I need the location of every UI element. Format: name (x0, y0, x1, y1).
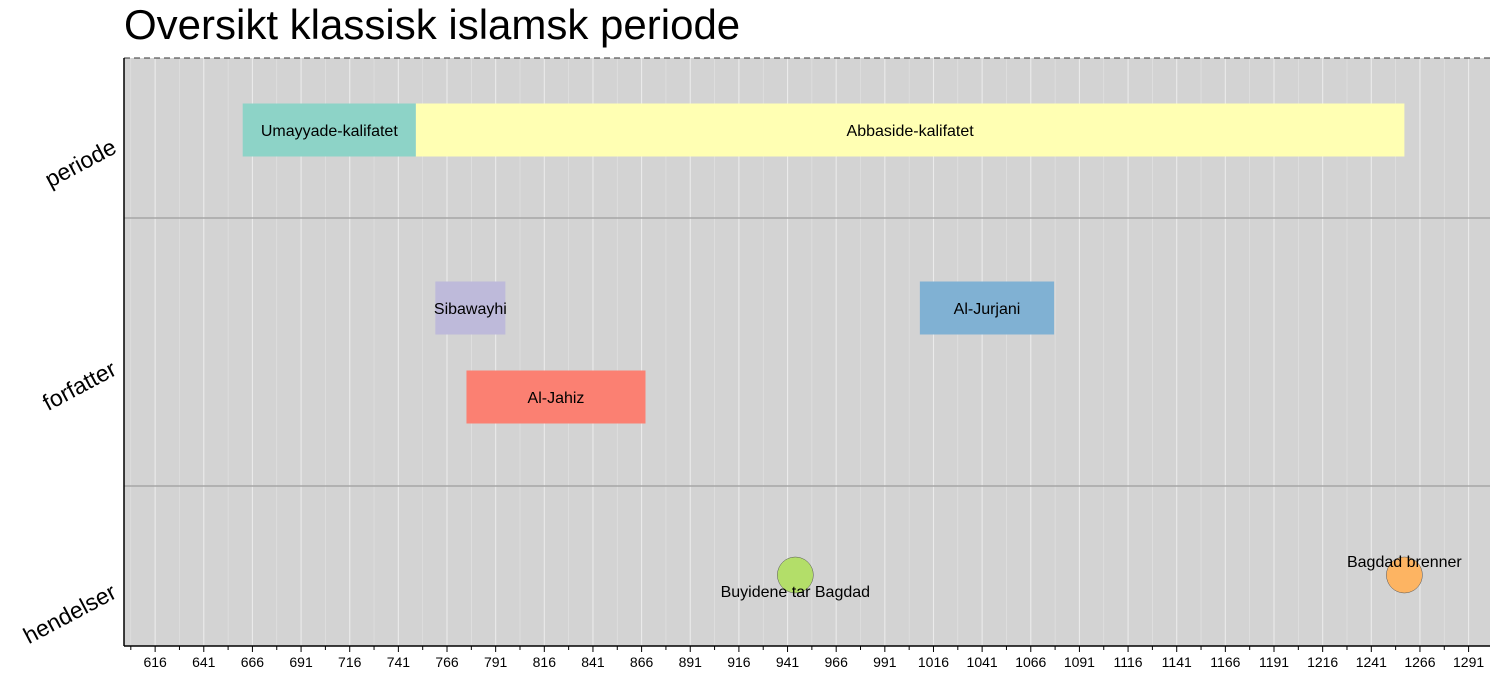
period-label: Umayyade-kalifatet (261, 123, 399, 140)
x-tick-label: 891 (679, 654, 703, 670)
x-tick-label: 966 (825, 654, 849, 670)
x-tick-label: 1091 (1064, 654, 1095, 670)
x-tick-label: 616 (143, 654, 167, 670)
x-tick-label: 666 (241, 654, 265, 670)
x-tick-label: 766 (435, 654, 459, 670)
x-tick-label: 1116 (1114, 654, 1143, 670)
lane-label-hendelser: hendelser (19, 578, 121, 649)
x-tick-label: 1291 (1453, 654, 1484, 670)
event-label: Buyidene tar Bagdad (721, 584, 870, 601)
period-bar (415, 103, 1405, 157)
period-label: Sibawayhi (434, 301, 507, 318)
period-bar (919, 281, 1055, 335)
x-tick-label: 941 (776, 654, 800, 670)
period-bar (466, 370, 646, 424)
period-label: Abbaside-kalifatet (847, 123, 975, 140)
x-tick-label: 1191 (1259, 654, 1289, 670)
x-tick-label: 716 (338, 654, 362, 670)
period-bar (242, 103, 416, 157)
period-bar (435, 281, 506, 335)
lane-label-forfatter: forfatter (38, 355, 120, 415)
period-label: Al-Jahiz (528, 390, 585, 407)
event-marker (1386, 556, 1423, 594)
x-tick-label: 1166 (1210, 654, 1240, 670)
x-tick-label: 816 (533, 654, 557, 670)
x-tick-label: 1216 (1307, 654, 1338, 670)
lane-label-periode: periode (40, 133, 120, 192)
x-tick-label: 641 (192, 654, 216, 670)
x-tick-label: 1066 (1015, 654, 1046, 670)
x-tick-label: 791 (484, 654, 508, 670)
period-label: Al-Jurjani (954, 301, 1021, 318)
x-tick-label: 916 (727, 654, 751, 670)
x-tick-label: 1016 (918, 654, 949, 670)
x-tick-label: 1141 (1162, 654, 1192, 670)
chart-title: Oversikt klassisk islamsk periode (124, 1, 741, 48)
x-tick-label: 741 (387, 654, 411, 670)
x-tick-label: 1266 (1404, 654, 1435, 670)
x-tick-label: 991 (873, 654, 897, 670)
x-tick-label: 841 (581, 654, 605, 670)
event-label: Bagdad brenner (1347, 554, 1462, 571)
x-tick-label: 866 (630, 654, 654, 670)
event-marker (777, 556, 814, 594)
x-tick-label: 1041 (967, 654, 998, 670)
x-tick-label: 1241 (1356, 654, 1387, 670)
x-tick-label: 691 (289, 654, 313, 670)
